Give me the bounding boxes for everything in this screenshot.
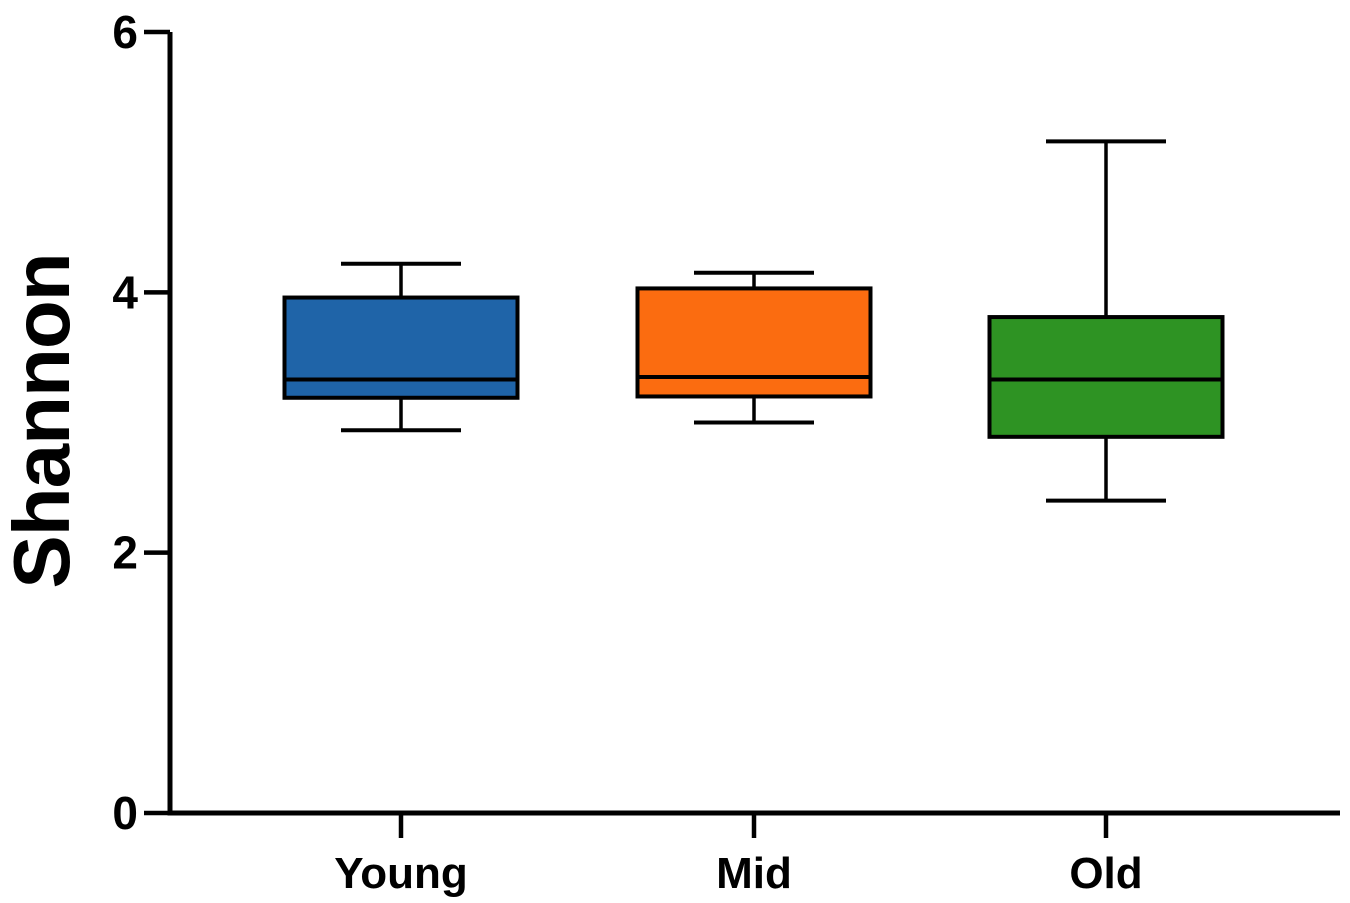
y-tick-label: 6 (112, 6, 138, 58)
mid-box (635, 286, 873, 399)
x-category-label-old: Old (1069, 849, 1142, 898)
x-category-label-mid: Mid (716, 849, 792, 898)
x-category-label-young: Young (334, 849, 468, 898)
old-box (987, 315, 1225, 439)
y-axis-title: Shannon (0, 253, 86, 589)
young-box (282, 295, 520, 400)
y-tick-label: 0 (112, 787, 138, 839)
y-tick-label: 4 (112, 266, 138, 318)
y-tick-label: 2 (112, 527, 138, 579)
